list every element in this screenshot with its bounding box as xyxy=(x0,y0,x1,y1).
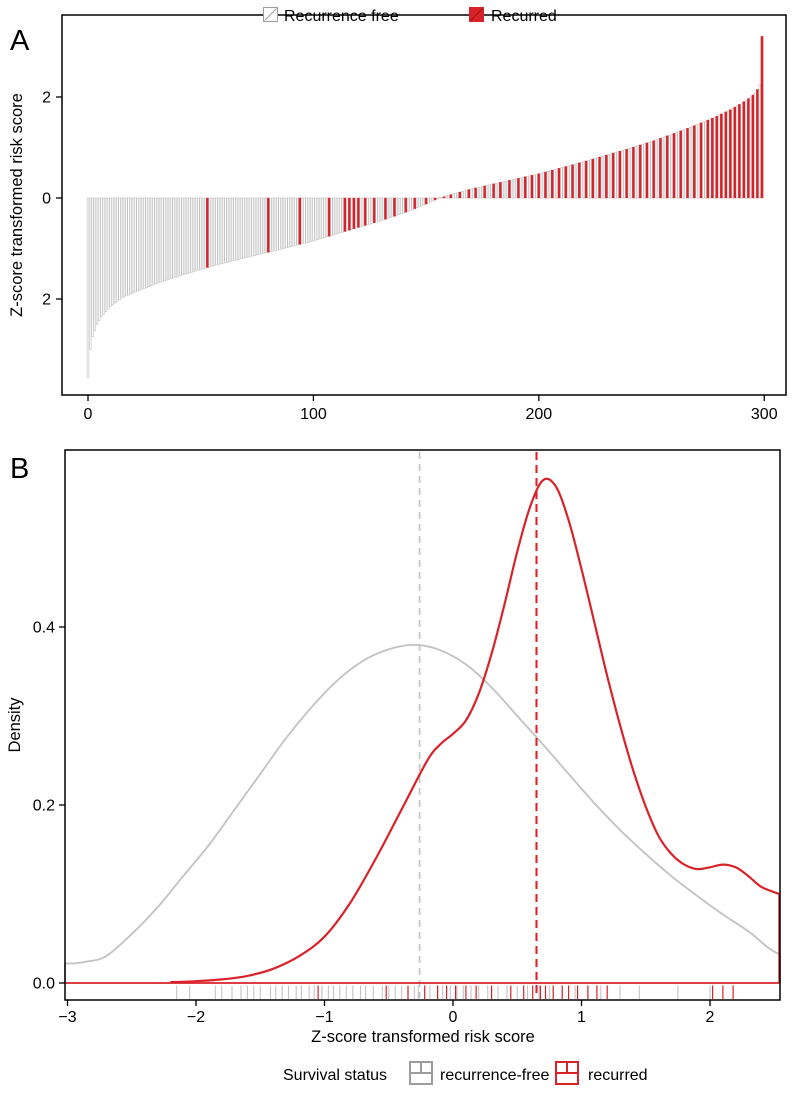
panel-a-y-tick-label: 2 xyxy=(42,90,51,107)
panel-a-x-tick-label: 0 xyxy=(84,406,93,423)
rug-recurred xyxy=(317,985,734,999)
panel-a-x-tick-label: 100 xyxy=(300,406,327,423)
density-curve-recurrence-free xyxy=(64,643,781,983)
panel-b-y-axis-title: Density xyxy=(6,697,24,753)
panel-b-x-tick-label: −2 xyxy=(187,1009,205,1026)
waterfall-bars xyxy=(86,36,764,378)
recurred-key-icon xyxy=(555,1061,579,1085)
panel-a-legend-label-free: Recurrence free xyxy=(284,8,399,25)
panel-b-y-tick-label: 0.2 xyxy=(33,798,55,815)
panel-b-label: B xyxy=(10,453,29,485)
panel-b-legend-label-recurred: recurred xyxy=(588,1067,648,1084)
panel-b-x-tick-label: −3 xyxy=(58,1009,76,1026)
recurred-swatch-icon xyxy=(469,7,484,22)
panel-a-x-tick-label: 200 xyxy=(525,406,552,423)
recurrence-free-swatch-icon xyxy=(263,7,278,22)
density-curve-recurred xyxy=(170,477,781,984)
panel-b-legend-title: Survival status xyxy=(283,1067,387,1084)
panel-a-label: A xyxy=(10,25,30,57)
panel-a-x-tick-label: 300 xyxy=(751,406,778,423)
chart-graphics: 2 0 2 0 100 200 300 0.0 0.2 0.4 −3 −2 −1 0 1 2 xyxy=(33,14,787,1026)
panel-b-border xyxy=(64,449,781,1001)
panel-a-border xyxy=(61,14,787,396)
panel-b-x-tick-label: −1 xyxy=(315,1009,333,1026)
panel-a-y-tick-label: 0 xyxy=(42,191,51,208)
rug-recurrence-free xyxy=(176,985,711,999)
panel-b-x-tick-label: 1 xyxy=(577,1009,586,1026)
panel-b-y-tick-label: 0.0 xyxy=(33,976,55,993)
panel-b-y-tick-label: 0.4 xyxy=(33,620,55,637)
panel-b-legend-label-free: recurrence-free xyxy=(440,1067,549,1084)
panel-b-x-tick-label: 0 xyxy=(449,1009,458,1026)
panel-a-legend-label-recurred: Recurred xyxy=(491,8,557,25)
panel-b-legend: Survival status recurrence-free recurred xyxy=(283,1061,648,1085)
panel-b-x-tick-label: 2 xyxy=(706,1009,715,1026)
panel-a-y-axis-title: Z-score transformed risk score xyxy=(8,93,26,317)
panel-a-legend: Recurrence free Recurred xyxy=(263,7,557,25)
panel-a-y-tick-label: 2 xyxy=(42,292,51,309)
recurrence-free-key-icon xyxy=(409,1061,433,1085)
panel-b-x-axis-title: Z-score transformed risk score xyxy=(311,1028,535,1046)
